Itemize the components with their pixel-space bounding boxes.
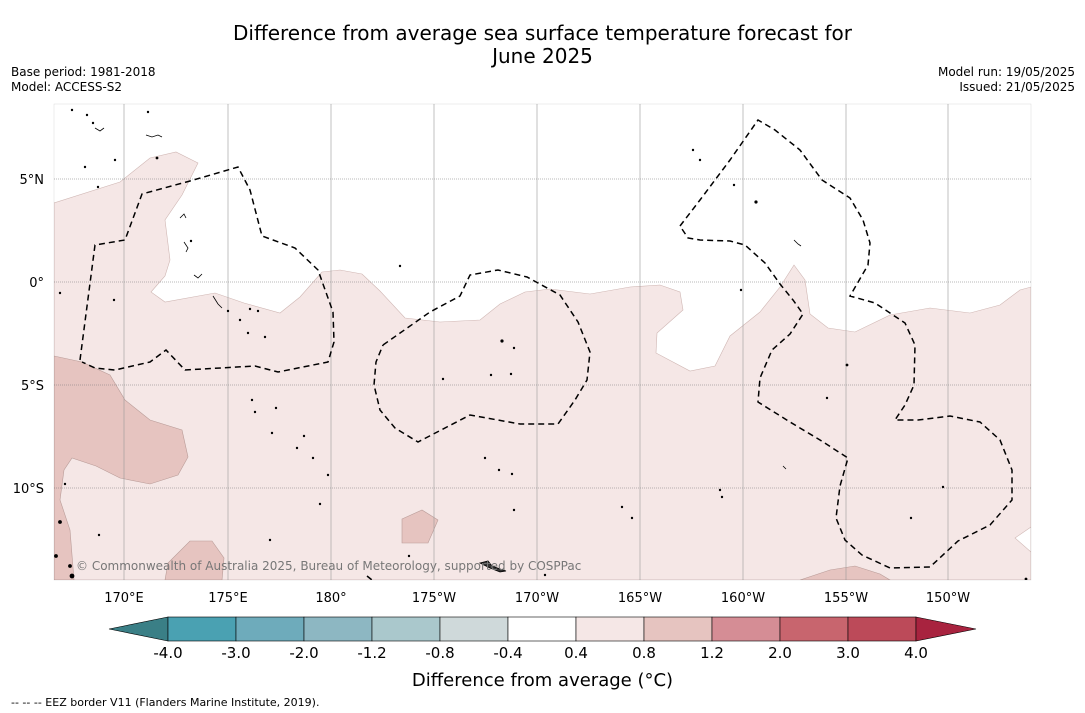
latitude-label: 5°S (21, 379, 44, 394)
eez-border-kiribati-line (679, 119, 1013, 569)
colorbar-tick-label: 3.0 (836, 644, 860, 662)
colorbar-segment (643, 616, 713, 642)
anomaly-region-medium-west (54, 355, 189, 580)
anomaly-region-medium-south-c (799, 565, 891, 580)
base-period-text: Base period: 1981-2018 (11, 65, 156, 79)
model-run-text: Model run: 19/05/2025 (937, 65, 1075, 79)
longitude-label: 180° (315, 591, 346, 606)
model-info: Base period: 1981-2018 Model: ACCESS-S2 (11, 65, 156, 95)
latitude-label: 5°N (20, 173, 45, 188)
colorbar-tick-label: 0.8 (632, 644, 656, 662)
colorbar-segment (167, 616, 237, 642)
eez-border-samoa-stub (366, 575, 373, 580)
colorbar-tick-label: -1.2 (357, 644, 387, 662)
colorbar-segment (439, 616, 509, 642)
anomaly-region-medium-south-a (401, 509, 439, 544)
colorbar-segment (303, 616, 373, 642)
colorbar-tick-label: -3.0 (221, 644, 251, 662)
eez-border-kiribati-gilbert (79, 166, 335, 373)
anomaly-region-medium-south-b (164, 540, 225, 580)
eez-borders (79, 119, 1013, 580)
eez-legend-note: -- -- -- EEZ border V11 (Flanders Marine… (11, 696, 320, 709)
colorbar-tick-label: 4.0 (904, 644, 928, 662)
colorbar-tick-label: -0.8 (425, 644, 455, 662)
colorbar-tick-label: -2.0 (289, 644, 319, 662)
map-title-line2: June 2025 (492, 44, 593, 68)
colorbar-segment (235, 616, 305, 642)
latitude-label: 0° (29, 276, 44, 291)
longitude-label: 175°E (208, 591, 248, 606)
latitude-labels: 5°N 0° 5°S 10°S (13, 173, 44, 497)
copyright-text: © Commonwealth of Australia 2025, Bureau… (76, 559, 581, 573)
eez-border-kiribati-phoenix (373, 269, 591, 443)
longitude-label: 165°W (618, 591, 662, 606)
colorbar-tick-label: -4.0 (153, 644, 183, 662)
longitude-label: 170°E (104, 591, 144, 606)
latitude-label: 10°S (13, 482, 44, 497)
longitude-label: 160°W (721, 591, 765, 606)
anomaly-region-light (54, 151, 1031, 580)
longitude-label: 170°W (515, 591, 559, 606)
colorbar-segment (507, 616, 577, 642)
colorbar-title: Difference from average (°C) (411, 670, 674, 691)
map-frame (53, 103, 1032, 581)
map-title: Difference from average sea surface temp… (0, 22, 1085, 68)
colorbar-high-extension (915, 616, 977, 642)
colorbar-tick-label: 1.2 (700, 644, 724, 662)
colorbar-segment (847, 616, 917, 642)
longitude-label: 155°W (824, 591, 868, 606)
issued-text: Issued: 21/05/2025 (959, 80, 1075, 94)
longitude-labels: 170°E 175°E 180° 175°W 170°W 165°W 160°W 155°W 1… (104, 591, 970, 606)
colorbar-tick-label: 0.4 (564, 644, 588, 662)
anomaly-pocket-white (1014, 526, 1031, 553)
colorbar-tick-label: 2.0 (768, 644, 792, 662)
longitude-label: 150°W (926, 591, 970, 606)
map-plot-area (54, 104, 1031, 580)
longitude-label: 175°W (412, 591, 456, 606)
run-info: Model run: 19/05/2025 Issued: 21/05/2025 (938, 65, 1075, 95)
colorbar (108, 616, 977, 642)
islands (54, 108, 1028, 580)
colorbar-segment (575, 616, 645, 642)
colorbar-segment (779, 616, 849, 642)
colorbar-low-extension (108, 616, 169, 642)
colorbar-segment (371, 616, 441, 642)
graticule (54, 104, 1031, 580)
map-title-line1: Difference from average sea surface temp… (232, 21, 852, 45)
colorbar-segment (711, 616, 781, 642)
colorbar-tick-label: -0.4 (493, 644, 523, 662)
model-name-text: Model: ACCESS-S2 (11, 80, 123, 94)
